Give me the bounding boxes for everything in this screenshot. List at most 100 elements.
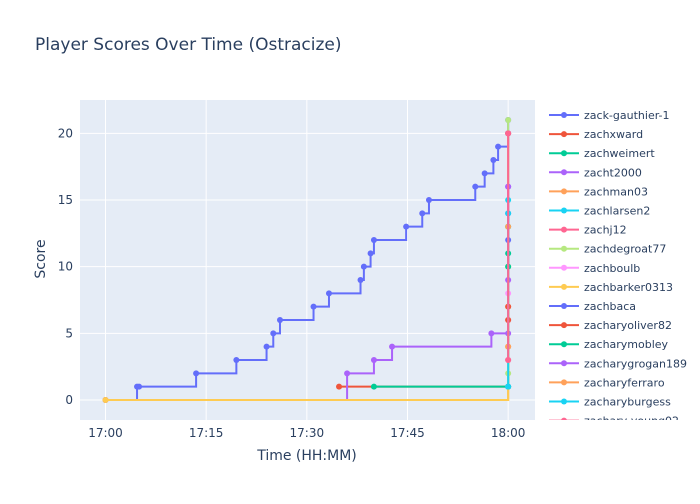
legend-label: zacharyferraro	[584, 376, 665, 389]
data-point	[472, 183, 479, 190]
legend[interactable]: zack-gauthier-1 zachxward zachweimert zacht…	[549, 109, 687, 428]
data-point	[495, 143, 502, 150]
y-tick-label: 15	[58, 193, 73, 207]
legend-label: zacharyoliver82	[584, 319, 672, 332]
data-point	[360, 263, 367, 270]
x-tick-label: 17:15	[189, 426, 224, 440]
y-tick-label: 10	[58, 260, 73, 274]
x-tick-label: 17:00	[88, 426, 123, 440]
legend-label: zachboulb	[584, 262, 640, 275]
x-axis-ticks: 17:00 17:15 17:30 17:45 18:00	[88, 426, 525, 440]
y-axis-label: Score	[33, 239, 49, 278]
data-point	[276, 317, 283, 323]
legend-marker	[561, 417, 567, 420]
legend-marker	[561, 322, 567, 329]
legend-marker	[561, 398, 567, 405]
y-tick-label: 0	[65, 393, 73, 407]
legend-label: zachbarker0313	[584, 281, 673, 294]
data-point	[505, 117, 512, 123]
data-point	[370, 383, 377, 390]
legend-item[interactable]: zachboulb	[549, 262, 640, 275]
data-point	[136, 383, 143, 390]
data-point	[270, 330, 277, 337]
data-point	[389, 343, 396, 350]
legend-label: zachary-young02	[584, 415, 679, 428]
x-tick-label: 17:30	[290, 426, 325, 440]
legend-label: zachman03	[584, 185, 648, 198]
legend-marker	[561, 150, 567, 157]
legend-label: zack-gauthier-1	[584, 109, 670, 122]
y-axis-ticks: 0 5 10 15 20	[58, 126, 73, 407]
legend-marker	[561, 169, 567, 176]
y-tick-label: 5	[65, 326, 73, 340]
data-point	[336, 383, 343, 390]
legend-label: zachweimert	[584, 147, 655, 160]
legend-marker	[561, 341, 567, 348]
x-axis-label: Time (HH:MM)	[256, 448, 357, 464]
legend-item[interactable]: zacharymobley	[549, 338, 669, 351]
data-point	[403, 223, 410, 230]
legend-item[interactable]: zacht2000	[549, 166, 642, 179]
legend-marker	[561, 379, 567, 386]
legend-marker	[561, 112, 567, 118]
data-point	[357, 277, 364, 283]
data-point	[263, 343, 270, 350]
legend-marker	[561, 131, 567, 138]
legend-marker	[561, 226, 567, 233]
legend-item[interactable]: zachlarsen2	[549, 205, 650, 218]
legend-label: zacharymobley	[584, 338, 669, 351]
data-point	[370, 357, 377, 363]
legend-marker	[561, 245, 567, 252]
y-tick-label: 20	[58, 126, 73, 140]
data-point	[505, 130, 512, 137]
legend-marker	[561, 207, 567, 214]
data-point	[102, 397, 109, 403]
legend-label: zachbaca	[584, 300, 636, 313]
legend-items: zack-gauthier-1 zachxward zachweimert zacht…	[549, 109, 687, 428]
legend-label: zachj12	[584, 224, 627, 237]
legend-marker	[561, 264, 567, 271]
x-tick-label: 17:45	[390, 426, 425, 440]
legend-item[interactable]: zachary-young02	[549, 415, 679, 428]
legend-label: zachlarsen2	[584, 205, 650, 218]
legend-item[interactable]: zachj12	[549, 224, 627, 237]
legend-label: zachxward	[584, 128, 643, 141]
data-point	[367, 250, 374, 257]
series-line	[105, 186, 510, 401]
legend-item[interactable]: zachman03	[549, 185, 648, 198]
series-layer	[102, 117, 512, 403]
legend-item[interactable]: zachbarker0313	[549, 281, 673, 294]
chart-title: Player Scores Over Time (Ostracize)	[35, 35, 342, 55]
legend-item[interactable]: zack-gauthier-1	[549, 109, 670, 122]
legend-label: zacht2000	[584, 166, 642, 179]
legend-label: zacharygrogan189	[584, 357, 687, 370]
legend-item[interactable]: zacharygrogan189	[549, 357, 687, 370]
data-point	[488, 330, 495, 337]
data-point	[505, 357, 512, 363]
data-point	[193, 370, 200, 377]
data-point	[370, 237, 377, 243]
series-zachary-young02	[505, 130, 512, 363]
legend-marker	[561, 188, 567, 195]
data-point	[481, 170, 488, 177]
data-point	[233, 357, 240, 363]
data-point	[325, 290, 332, 297]
data-point	[505, 383, 512, 390]
plot-background	[80, 100, 535, 420]
legend-item[interactable]: zacharyoliver82	[549, 319, 672, 332]
legend-item[interactable]: zachbaca	[549, 300, 636, 313]
legend-label: zachdegroat77	[584, 243, 666, 256]
legend-item[interactable]: zacharyferraro	[549, 376, 665, 389]
legend-marker	[561, 303, 567, 309]
legend-item[interactable]: zachxward	[549, 128, 643, 141]
data-point	[344, 370, 351, 377]
data-point	[425, 197, 432, 203]
x-tick-label: 18:00	[491, 426, 526, 440]
data-point	[310, 303, 317, 310]
legend-item[interactable]: zachweimert	[549, 147, 655, 160]
legend-marker	[561, 283, 567, 290]
legend-item[interactable]: zachdegroat77	[549, 243, 666, 256]
legend-item[interactable]: zacharyburgess	[549, 396, 671, 409]
